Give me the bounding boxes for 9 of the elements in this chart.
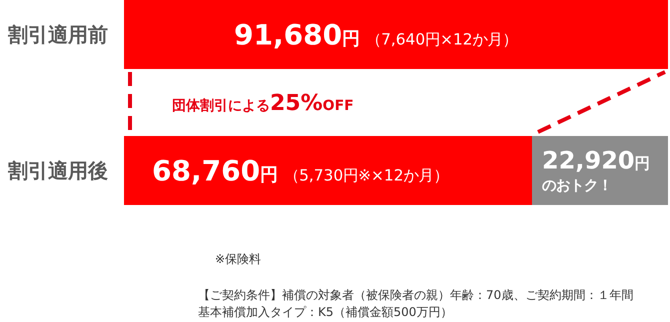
y-tick-label: 割引適用前 (7, 22, 108, 46)
data-label: 91,680円（7,640円×12か月） (234, 18, 518, 52)
text: ※保険料 (215, 252, 262, 266)
data-label: 68,760円（5,730円※×12か月） (152, 154, 448, 188)
series: 22,920円のおトク！ (532, 136, 668, 205)
text: 【ご契約条件】補償の対象者（被保険者の親）年齢：70歳、ご契約期間：１年間 (198, 288, 634, 302)
annotation: 団体割引による25%OFF (172, 91, 354, 116)
text: 基本補償加入タイプ：K5（補償金額500万円） (198, 305, 452, 319)
y-tick-label: 割引適用後 (7, 158, 108, 182)
